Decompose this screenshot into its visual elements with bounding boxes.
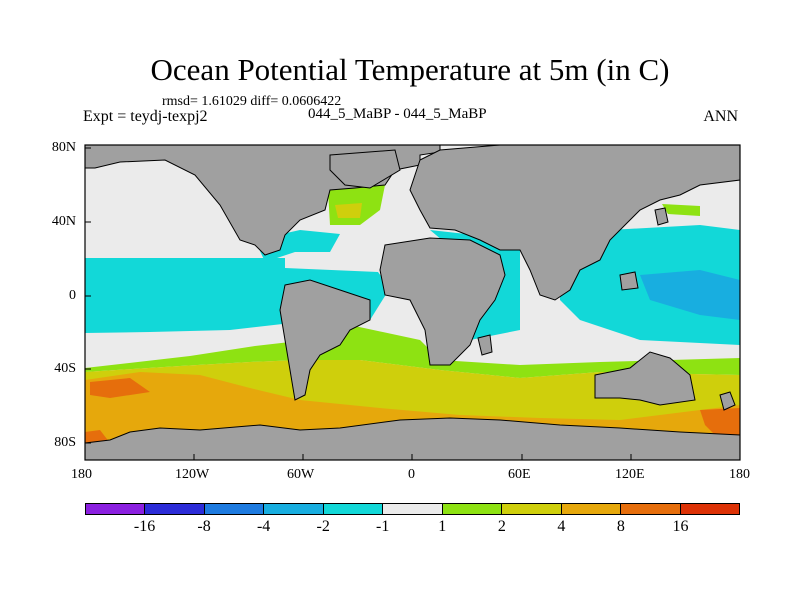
axis-ticks (84, 147, 741, 460)
colorbar-swatch (442, 504, 503, 514)
x-tick-60e: 60E (508, 467, 531, 482)
south-america (279, 279, 371, 401)
colorbar-swatch (680, 504, 739, 514)
new-zealand (719, 391, 736, 411)
y-tick-0: 0 (69, 288, 76, 303)
case-label: 044_5_MaBP - 044_5_MaBP (308, 106, 487, 122)
x-tick-180e: 180 (729, 467, 750, 482)
colorbar-swatch (204, 504, 265, 514)
y-tick-80n: 80N (51, 140, 76, 155)
colorbar-swatch (383, 504, 443, 514)
colorbar (85, 503, 740, 515)
colorbar-label: -1 (376, 518, 390, 535)
colorbar-swatch (561, 504, 622, 514)
stats-label: rmsd= 1.61029 diff= 0.0606422 (162, 94, 342, 109)
africa (379, 237, 506, 366)
x-tick-120e: 120E (615, 467, 645, 482)
colorbar-swatch (145, 504, 205, 514)
colorbar-label: -8 (197, 518, 211, 535)
southern-green-band (85, 325, 740, 378)
season-label: ANN (703, 108, 738, 125)
colorbar-label: -2 (316, 518, 330, 535)
experiment-label: Expt = teydj-texpj2 (83, 108, 208, 125)
x-tick-120w: 120W (175, 467, 210, 482)
x-tick-180w: 180 (71, 467, 92, 482)
colorbar-label: 1 (438, 518, 447, 535)
map-title: Ocean Potential Temperature at 5m (in C) (150, 52, 670, 87)
north-atlantic-yellow (335, 203, 362, 218)
north-pacific-green (662, 204, 700, 216)
madagascar (477, 334, 493, 356)
colorbar-label: 8 (616, 518, 625, 535)
indonesia (619, 271, 639, 291)
southern-dark-orange-1 (90, 378, 150, 398)
colorbar-swatch (323, 504, 384, 514)
japan (654, 207, 669, 226)
y-tick-40s: 40S (54, 361, 76, 376)
colorbar-swatch (86, 504, 146, 514)
pacific-blue-patch (640, 270, 740, 320)
y-tick-40n: 40N (51, 214, 76, 229)
colorbar-swatch (502, 504, 562, 514)
colorbar-label: -16 (133, 518, 156, 535)
land-masses (84, 144, 741, 461)
x-tick-0: 0 (408, 467, 415, 482)
colorbar-label: -4 (256, 518, 271, 535)
greenland (329, 149, 401, 189)
colorbar-swatch (621, 504, 681, 514)
southern-orange-band (85, 372, 740, 443)
southern-dark-orange-3 (85, 430, 110, 443)
colorbar-swatch (264, 504, 324, 514)
y-tick-80s: 80S (54, 435, 76, 450)
colorbar-label: 16 (672, 518, 689, 535)
australia (594, 351, 696, 406)
colorbar-label: 2 (497, 518, 506, 535)
x-tick-60w: 60W (287, 467, 315, 482)
colorbar-label: 4 (557, 518, 566, 535)
